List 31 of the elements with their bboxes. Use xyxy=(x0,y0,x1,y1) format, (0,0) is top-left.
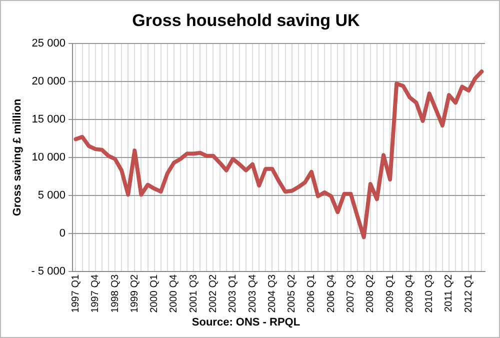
source-note: Source: ONS - RPQL xyxy=(192,316,300,328)
x-tick-label: 2006 Q4 xyxy=(326,274,337,313)
x-tick-label: 2006 Q1 xyxy=(306,274,318,313)
x-tick-label: 2007 Q3 xyxy=(346,274,357,313)
y-tick-label: 5 000 xyxy=(38,189,66,202)
y-tick-label: 15 000 xyxy=(32,113,66,126)
x-tick-label: 2010 Q3 xyxy=(424,274,436,313)
x-tick-label: 2009 Q4 xyxy=(404,274,416,313)
x-tick-label: 2000 Q4 xyxy=(168,274,180,313)
x-tick-label: 1998 Q3 xyxy=(110,274,121,313)
x-tick-label: 2003 Q4 xyxy=(247,274,258,313)
x-tick-label: 2004 Q3 xyxy=(266,274,278,313)
x-tick-label: 1997 Q4 xyxy=(90,274,102,313)
y-tick-label: 10 000 xyxy=(32,151,66,164)
x-tick-label: 2000 Q1 xyxy=(149,274,160,313)
x-tick-label: 2011 Q2 xyxy=(444,274,455,312)
x-tick-label: 2009 Q1 xyxy=(384,274,396,313)
x-tick-label: 2012 Q1 xyxy=(463,274,474,313)
y-axis-title: Gross saving £ million xyxy=(12,98,24,216)
x-tick-label: 2008 Q2 xyxy=(365,274,376,313)
x-tick-label: 2001 Q3 xyxy=(188,274,200,313)
x-tick-label: 2003 Q1 xyxy=(228,274,239,313)
y-tick-label: - 5 000 xyxy=(31,265,66,278)
y-tick-label: 25 000 xyxy=(32,37,66,50)
x-tick-label: 2005 Q2 xyxy=(286,274,298,313)
chart-title: Gross household saving UK xyxy=(132,10,361,30)
y-tick-label: 0 xyxy=(59,227,66,240)
x-tick-label: 2002 Q2 xyxy=(208,274,219,313)
y-tick-label: 20 000 xyxy=(32,75,66,88)
x-tick-label: 1999 Q2 xyxy=(129,274,140,313)
x-tick-label: 1997 Q1 xyxy=(70,274,82,313)
